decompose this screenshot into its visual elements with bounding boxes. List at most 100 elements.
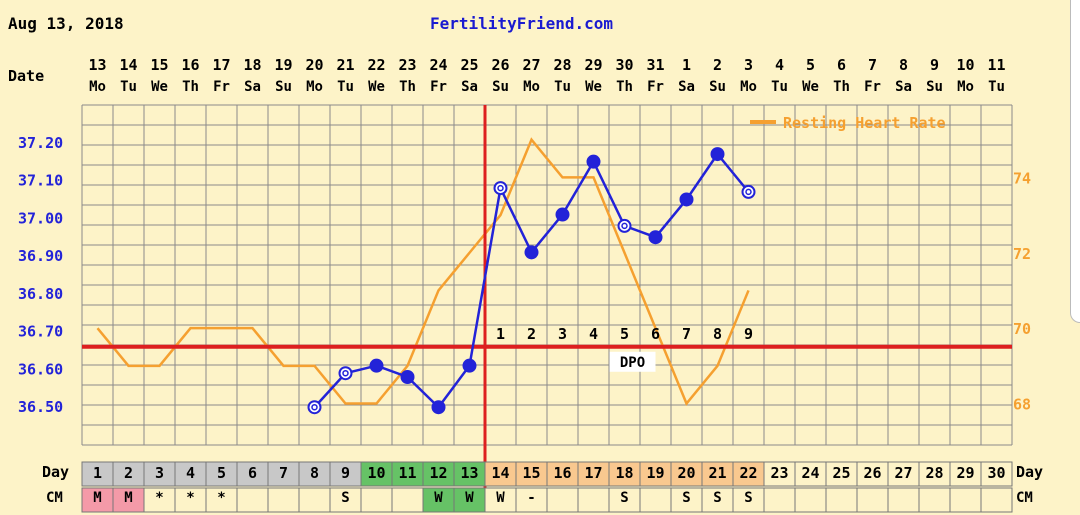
weekday-tick-label: Th bbox=[833, 79, 850, 95]
dpo-number-label: 3 bbox=[558, 325, 567, 343]
series-line-resting-heart-rate bbox=[96, 137, 750, 406]
date-tick-label: 10 bbox=[956, 56, 974, 74]
weekday-tick-label: Tu bbox=[337, 79, 354, 95]
weekday-tick-label: Su bbox=[709, 79, 726, 95]
date-tick-label: 30 bbox=[615, 56, 633, 74]
date-tick-label: 4 bbox=[775, 56, 784, 74]
date-tick-label: 31 bbox=[646, 56, 664, 74]
cycle-day-label: 6 bbox=[248, 464, 257, 482]
cycle-day-cell bbox=[515, 461, 548, 487]
temperature-point bbox=[369, 358, 384, 373]
cycle-day-label: 26 bbox=[863, 464, 881, 482]
bottom-row-mark: S bbox=[682, 490, 690, 506]
cycle-day-cell bbox=[887, 461, 920, 487]
bottom-row-cell bbox=[949, 487, 982, 513]
bottom-row-cell bbox=[484, 487, 517, 513]
temperature-point-ring bbox=[342, 369, 349, 377]
temperature-point bbox=[710, 147, 725, 162]
y-left-tick-label: 37.10 bbox=[18, 172, 63, 190]
date-tick-label: 13 bbox=[88, 56, 106, 74]
cycle-day-label: 15 bbox=[522, 464, 540, 482]
cycle-day-label: 24 bbox=[801, 464, 819, 482]
cycle-day-label: 18 bbox=[615, 464, 633, 482]
cycle-day-label: 13 bbox=[460, 464, 478, 482]
cycle-day-label: 21 bbox=[708, 464, 726, 482]
bottom-row-mark: S bbox=[620, 490, 628, 506]
weekday-tick-label: Sa bbox=[895, 79, 912, 95]
bottom-row-cell bbox=[763, 487, 796, 513]
cycle-day-label: 16 bbox=[553, 464, 571, 482]
cycle-day-cell bbox=[422, 461, 455, 487]
y-left-tick-label: 37.20 bbox=[18, 134, 63, 152]
weekday-tick-label: We bbox=[802, 79, 819, 95]
bottom-row-label-right: CM bbox=[1016, 490, 1033, 506]
bottom-row-mark: M bbox=[93, 490, 101, 506]
date-row-label: Date bbox=[8, 67, 44, 85]
bottom-row-cell bbox=[732, 487, 765, 513]
y-right-tick-label: 70 bbox=[1013, 320, 1031, 338]
cycle-day-cell bbox=[329, 461, 362, 487]
date-tick-label: 17 bbox=[212, 56, 230, 74]
cycle-day-label: 14 bbox=[491, 464, 509, 482]
date-tick-label: 9 bbox=[930, 56, 939, 74]
y-right-tick-label: 72 bbox=[1013, 245, 1031, 263]
temperature-point bbox=[431, 400, 446, 415]
date-tick-label: 20 bbox=[305, 56, 323, 74]
bottom-row-cell bbox=[856, 487, 889, 513]
y-left-tick-label: 36.70 bbox=[18, 323, 63, 341]
temperature-point-ring bbox=[497, 184, 504, 192]
weekday-tick-label: Fr bbox=[213, 79, 230, 95]
date-tick-label: 1 bbox=[682, 56, 691, 74]
dpo-label-box bbox=[609, 351, 656, 372]
temperature-point-ring bbox=[621, 222, 628, 230]
dpo-number-label: 6 bbox=[651, 325, 660, 343]
cycle-day-label: 12 bbox=[429, 464, 447, 482]
cycle-day-label: 5 bbox=[217, 464, 226, 482]
weekday-tick-label: Su bbox=[926, 79, 943, 95]
bottom-row-mark: S bbox=[341, 490, 349, 506]
side-panel bbox=[1070, 0, 1080, 323]
cycle-day-label: 7 bbox=[279, 464, 288, 482]
cycle-day-cell bbox=[732, 461, 765, 487]
bottom-row-cell bbox=[81, 487, 114, 513]
weekday-tick-label: Sa bbox=[461, 79, 478, 95]
dpo-number-label: 4 bbox=[589, 325, 598, 343]
weekday-tick-label: We bbox=[368, 79, 385, 95]
cycle-day-label: 27 bbox=[894, 464, 912, 482]
date-tick-label: 18 bbox=[243, 56, 261, 74]
date-tick-label: 27 bbox=[522, 56, 540, 74]
weekday-tick-label: Mo bbox=[523, 79, 540, 95]
date-tick-label: 8 bbox=[899, 56, 908, 74]
cycle-day-label: 30 bbox=[987, 464, 1005, 482]
date-tick-label: 7 bbox=[868, 56, 877, 74]
date-tick-label: 5 bbox=[806, 56, 815, 74]
date-tick-label: 25 bbox=[460, 56, 478, 74]
weekday-tick-label: We bbox=[151, 79, 168, 95]
weekday-tick-label: Mo bbox=[306, 79, 323, 95]
cycle-day-cell bbox=[918, 461, 951, 487]
temperature-point bbox=[555, 207, 570, 222]
cycle-day-label: 10 bbox=[367, 464, 385, 482]
weekday-tick-label: Th bbox=[616, 79, 633, 95]
cycle-day-cell bbox=[267, 461, 300, 487]
weekday-tick-label: Tu bbox=[554, 79, 571, 95]
dpo-number-label: 1 bbox=[496, 325, 505, 343]
dpo-number-label: 8 bbox=[713, 325, 722, 343]
cycle-day-label: 11 bbox=[398, 464, 416, 482]
weekday-tick-label: Mo bbox=[89, 79, 106, 95]
bottom-row-cell bbox=[236, 487, 269, 513]
cycle-day-cell bbox=[205, 461, 238, 487]
day-row-label: Day bbox=[42, 463, 69, 481]
bottom-row-mark: W bbox=[496, 490, 505, 506]
site-name[interactable]: FertilityFriend.com bbox=[430, 14, 614, 33]
cycle-day-cell bbox=[298, 461, 331, 487]
date-tick-label: 2 bbox=[713, 56, 722, 74]
date-tick-label: 21 bbox=[336, 56, 354, 74]
bottom-row-mark: S bbox=[744, 490, 752, 506]
temperature-point bbox=[400, 370, 415, 384]
date-tick-label: 23 bbox=[398, 56, 416, 74]
date-tick-label: 29 bbox=[584, 56, 602, 74]
y-left-tick-label: 36.60 bbox=[18, 360, 63, 378]
bottom-row-cell bbox=[329, 487, 362, 513]
